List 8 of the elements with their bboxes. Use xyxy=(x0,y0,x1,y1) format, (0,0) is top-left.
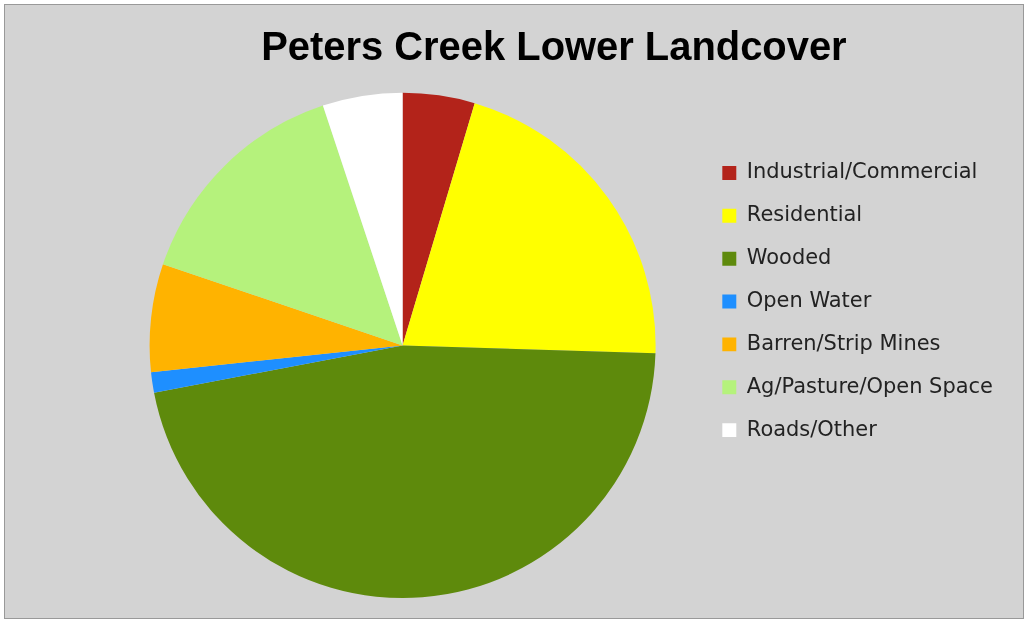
legend-label: Residential xyxy=(746,202,863,227)
legend-label: Wooded xyxy=(746,245,832,270)
legend-label: Roads/Other xyxy=(746,416,878,441)
legend-label: Barren/Strip Mines xyxy=(746,330,941,355)
legend-label: Ag/Pasture/Open Space xyxy=(746,373,993,398)
chart-title: Peters Creek Lower Landcover xyxy=(261,23,847,68)
legend-label: Industrial/Commercial xyxy=(746,159,978,184)
legend-label: Open Water xyxy=(746,287,872,312)
